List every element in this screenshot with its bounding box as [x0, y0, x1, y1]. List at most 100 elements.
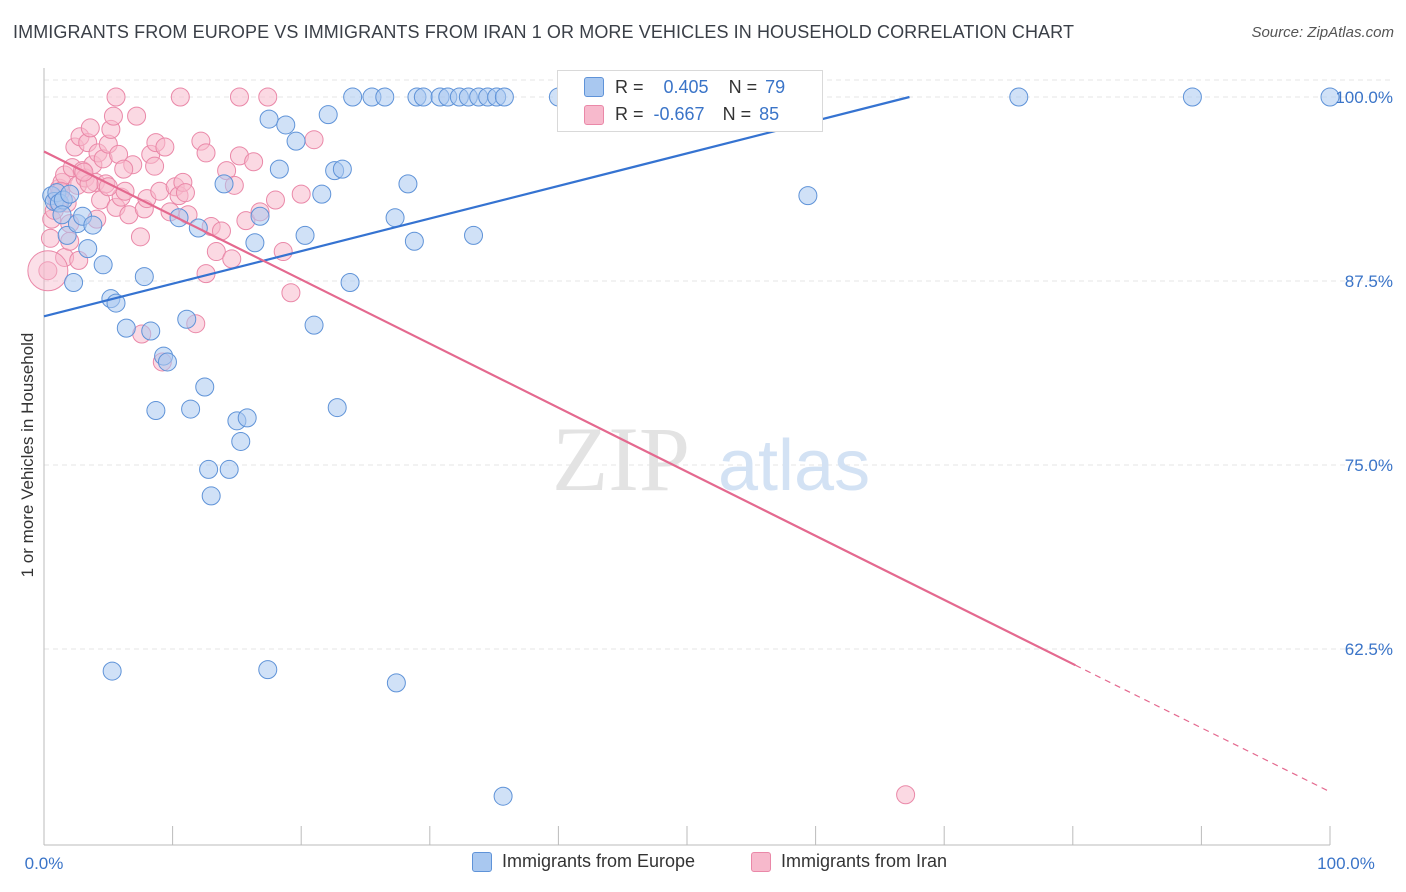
europe-point: [64, 272, 84, 292]
watermark-atlas: atlas: [718, 426, 870, 506]
europe-point: [177, 309, 197, 329]
europe-point: [146, 401, 166, 421]
bottom-legend: Immigrants from Europe Immigrants from I…: [0, 851, 1406, 879]
europe-point: [258, 660, 278, 680]
europe-point: [1320, 87, 1340, 107]
iran-point: [155, 137, 175, 157]
iran-point: [291, 184, 311, 204]
europe-point: [181, 399, 201, 419]
y-axis-label: 1 or more Vehicles in Household: [18, 332, 37, 578]
trend-lines: [43, 95, 1331, 793]
legend-europe-label: Immigrants from Europe: [502, 851, 696, 871]
europe-point: [60, 184, 80, 204]
europe-point: [1182, 87, 1202, 107]
europe-point: [304, 315, 324, 335]
iran-point: [196, 143, 216, 163]
iran-point: [896, 785, 916, 805]
iran-swatch: [584, 105, 604, 125]
europe-point: [340, 272, 360, 292]
x-tick-label: 100.0%: [1317, 854, 1375, 873]
iran-point: [106, 87, 126, 107]
europe-point: [201, 486, 221, 506]
europe-point: [52, 205, 72, 225]
stats-legend: R = 0.405 N = 79 R = -0.667 N = 85: [557, 70, 823, 132]
iran-point: [40, 228, 60, 248]
europe-point: [343, 87, 363, 107]
iran-point: [38, 261, 58, 281]
iran-point: [175, 183, 195, 203]
europe-point: [93, 255, 113, 275]
europe-point: [327, 398, 347, 418]
europe-r-label: R =: [615, 76, 644, 97]
europe-point: [494, 87, 514, 107]
legend-iran-swatch: [751, 851, 771, 872]
y-tick-label: 87.5%: [1345, 272, 1393, 291]
europe-point: [318, 105, 338, 125]
y-tick-label: 75.0%: [1345, 456, 1393, 475]
iran-point-large: [27, 250, 69, 292]
europe-point: [276, 115, 296, 135]
europe-point: [250, 206, 270, 226]
europe-point: [157, 352, 177, 372]
europe-point: [386, 673, 406, 693]
iran-point: [127, 106, 147, 126]
europe-point: [1009, 87, 1029, 107]
legend-item-europe[interactable]: Immigrants from Europe: [472, 851, 695, 872]
source-label: Source: ZipAtlas.com: [1251, 24, 1394, 41]
europe-point: [295, 225, 315, 245]
y-tick-label: 62.5%: [1345, 640, 1393, 659]
iran-points: [27, 87, 916, 805]
europe-point: [259, 109, 279, 129]
x-tick-label: 0.0%: [25, 854, 64, 873]
iran-point: [80, 118, 100, 138]
iran-point: [304, 130, 324, 150]
europe-point: [237, 408, 257, 428]
iran-r-label: R =: [615, 103, 644, 124]
iran-point: [222, 249, 242, 269]
europe-swatch: [584, 77, 604, 97]
y-tick-label: 100.0%: [1335, 88, 1393, 107]
legend-item-iran[interactable]: Immigrants from Iran: [751, 851, 947, 872]
legend-iran-label: Immigrants from Iran: [781, 851, 948, 871]
europe-points: [42, 87, 1340, 806]
europe-point: [141, 321, 161, 341]
europe-point: [269, 159, 289, 179]
europe-point: [116, 318, 136, 338]
europe-point: [464, 225, 484, 245]
iran-trend-extension: [1075, 664, 1331, 793]
iran-point: [258, 87, 278, 107]
europe-point: [375, 87, 395, 107]
europe-r-value: 0.405: [663, 76, 709, 97]
europe-n-label: N =: [728, 76, 758, 97]
legend-europe-swatch: [472, 851, 492, 872]
y-axis-label-wrap: 1 or more Vehicles in Household: [18, 333, 38, 578]
europe-point: [102, 661, 122, 681]
chart-title: IMMIGRANTS FROM EUROPE VS IMMIGRANTS FRO…: [13, 22, 1075, 42]
europe-point: [286, 131, 306, 151]
watermark: ZIP atlas: [552, 408, 870, 510]
europe-stats: R = 0.405 N = 79: [615, 74, 785, 100]
europe-point: [404, 231, 424, 251]
europe-point: [134, 267, 154, 287]
iran-point: [103, 106, 123, 126]
europe-point: [199, 459, 219, 479]
europe-point: [493, 786, 513, 806]
iran-point: [229, 87, 249, 107]
europe-point: [195, 377, 215, 397]
iran-trend-line: [43, 150, 1076, 667]
iran-point: [281, 283, 301, 303]
iran-point: [130, 227, 150, 247]
iran-r-value: -0.667: [653, 103, 705, 124]
europe-trend-line: [43, 95, 910, 318]
iran-point: [114, 159, 134, 179]
iran-n-label: N =: [722, 103, 752, 124]
europe-point: [83, 215, 103, 235]
iran-point: [206, 242, 226, 262]
tick-labels: 100.0% 87.5% 75.0% 62.5% 0.0% 100.0%: [25, 88, 1393, 873]
europe-point: [312, 184, 332, 204]
europe-n-value: 79: [765, 76, 786, 97]
watermark-zip: ZIP: [552, 408, 690, 510]
europe-point: [219, 459, 239, 479]
iran-point: [265, 190, 285, 210]
